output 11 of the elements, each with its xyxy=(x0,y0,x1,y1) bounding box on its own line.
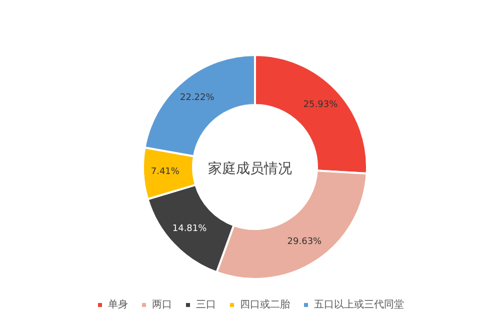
legend-label: 四口或二胎 xyxy=(240,298,290,310)
legend-label: 两口 xyxy=(152,300,172,310)
legend-label: 单身 xyxy=(108,298,128,310)
data-label: 29.63% xyxy=(287,237,322,248)
legend-label: 五口以上或三代同堂 xyxy=(314,298,404,310)
legend-label: 三口 xyxy=(196,300,216,310)
data-label: 22.22% xyxy=(180,93,215,104)
data-label: 25.93% xyxy=(303,100,338,110)
data-label: 7.41% xyxy=(150,167,180,178)
text: 家庭成员情况 xyxy=(208,161,292,177)
data-label: 14.81% xyxy=(172,224,208,234)
